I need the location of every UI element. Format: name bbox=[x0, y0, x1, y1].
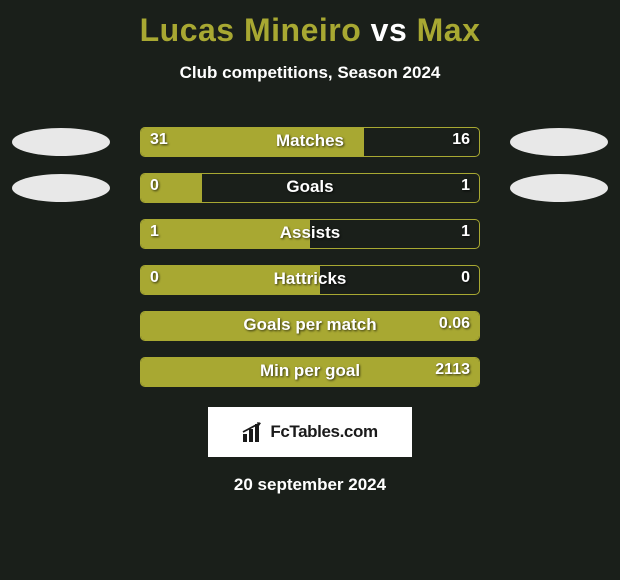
logo-box: FcTables.com bbox=[208, 407, 412, 457]
title-right: Max bbox=[417, 12, 481, 48]
page-title: Lucas Mineiro vs Max bbox=[0, 0, 620, 49]
bar-track bbox=[140, 173, 480, 203]
bar-track bbox=[140, 311, 480, 341]
bar-track bbox=[140, 127, 480, 157]
bar-left-fill bbox=[141, 220, 310, 248]
bar-left-fill bbox=[141, 312, 479, 340]
team-badge-right bbox=[510, 174, 608, 202]
bar-left-fill bbox=[141, 128, 364, 156]
stats-container: 3116Matches01Goals11Assists00Hattricks0.… bbox=[0, 119, 620, 395]
bar-track bbox=[140, 357, 480, 387]
stat-row: 2113Min per goal bbox=[0, 349, 620, 395]
bar-track bbox=[140, 265, 480, 295]
team-badge-right bbox=[510, 128, 608, 156]
title-vs: vs bbox=[371, 12, 408, 48]
stat-row: 0.06Goals per match bbox=[0, 303, 620, 349]
subtitle: Club competitions, Season 2024 bbox=[0, 63, 620, 83]
date-label: 20 september 2024 bbox=[0, 475, 620, 495]
stat-row: 01Goals bbox=[0, 165, 620, 211]
stat-row: 11Assists bbox=[0, 211, 620, 257]
chart-icon bbox=[242, 422, 264, 442]
stat-row: 00Hattricks bbox=[0, 257, 620, 303]
bar-left-fill bbox=[141, 358, 479, 386]
bar-left-fill bbox=[141, 174, 202, 202]
logo-text: FcTables.com bbox=[270, 422, 377, 442]
bar-track bbox=[140, 219, 480, 249]
team-badge-left bbox=[12, 128, 110, 156]
team-badge-left bbox=[12, 174, 110, 202]
title-left: Lucas Mineiro bbox=[140, 12, 362, 48]
stat-row: 3116Matches bbox=[0, 119, 620, 165]
bar-left-fill bbox=[141, 266, 320, 294]
